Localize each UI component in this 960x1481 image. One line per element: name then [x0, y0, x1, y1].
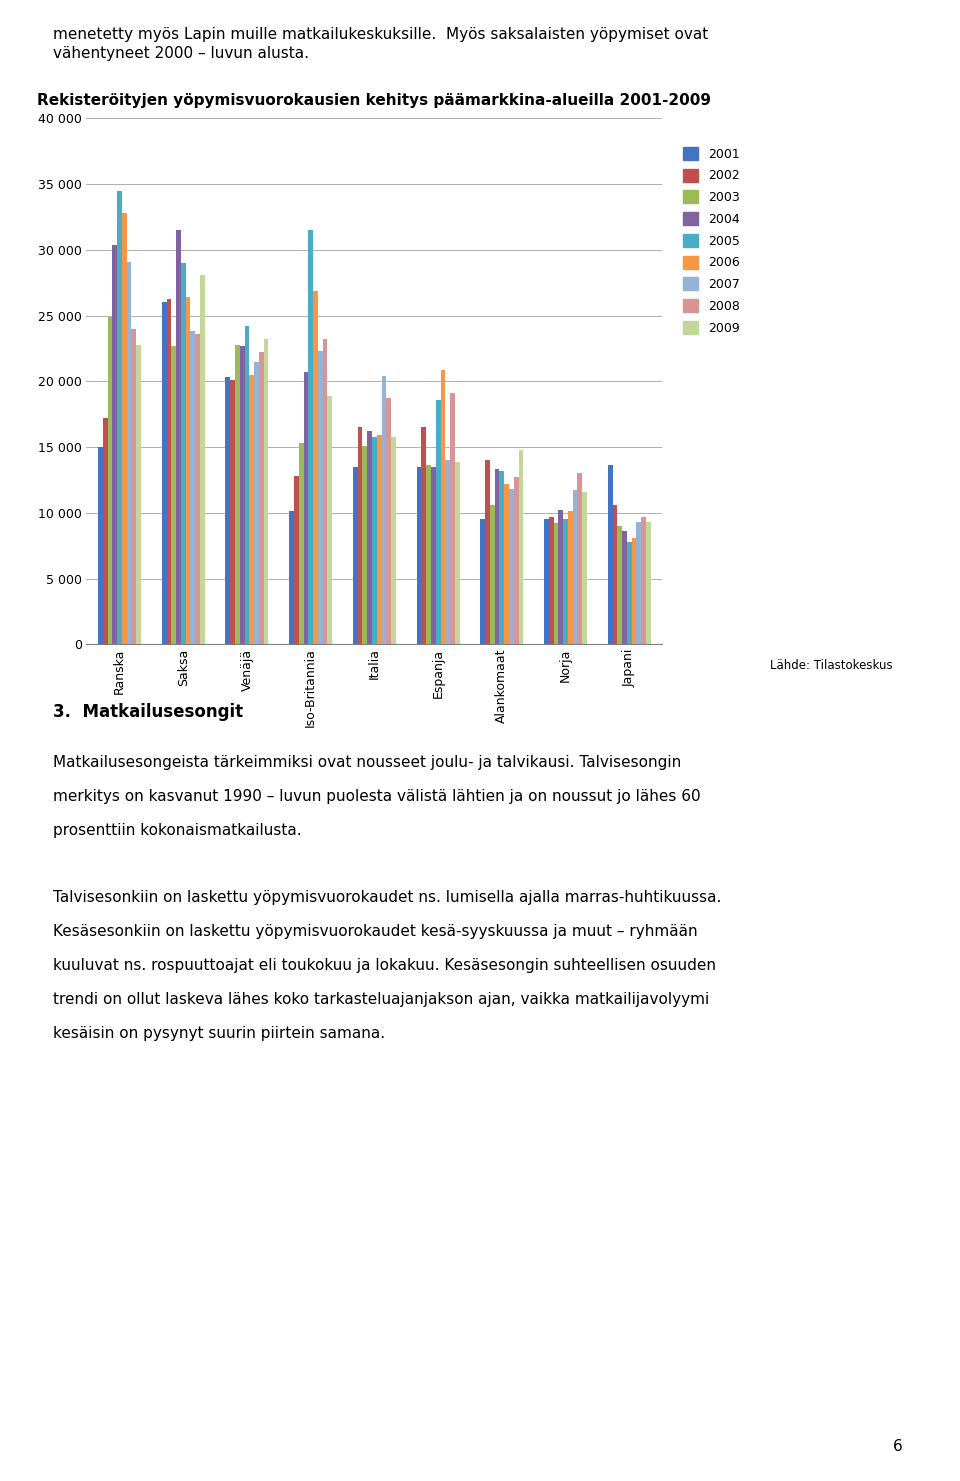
Bar — [122, 213, 127, 644]
Bar — [98, 447, 103, 644]
Bar — [544, 520, 549, 644]
Text: merkitys on kasvanut 1990 – luvun puolesta välistä lähtien ja on noussut jo lähe: merkitys on kasvanut 1990 – luvun puoles… — [53, 789, 701, 804]
Text: Lähde: Tilastokeskus: Lähde: Tilastokeskus — [770, 659, 893, 672]
Bar — [166, 299, 171, 644]
Bar — [245, 326, 250, 644]
Bar — [132, 329, 136, 644]
Bar — [573, 490, 578, 644]
Bar — [376, 435, 381, 644]
Bar — [622, 532, 627, 644]
Bar — [455, 462, 460, 644]
Bar — [549, 517, 554, 644]
Text: trendi on ollut laskeva lähes koko tarkasteluajanjakson ajan, vaikka matkailijav: trendi on ollut laskeva lähes koko tarka… — [53, 992, 709, 1007]
Bar — [289, 511, 294, 644]
Bar — [499, 471, 504, 644]
Bar — [136, 345, 141, 644]
Bar — [485, 461, 490, 644]
Bar — [386, 398, 391, 644]
Bar — [372, 437, 376, 644]
Bar — [627, 542, 632, 644]
Bar — [436, 400, 441, 644]
Bar — [240, 347, 245, 644]
Text: 3.  Matkailusesongit: 3. Matkailusesongit — [53, 703, 243, 721]
Legend: 2001, 2002, 2003, 2004, 2005, 2006, 2007, 2008, 2009: 2001, 2002, 2003, 2004, 2005, 2006, 2007… — [684, 147, 740, 335]
Bar — [117, 191, 122, 644]
Bar — [323, 339, 327, 644]
Bar — [391, 437, 396, 644]
Bar — [358, 428, 363, 644]
Bar — [490, 505, 494, 644]
Bar — [327, 395, 332, 644]
Bar — [353, 467, 358, 644]
Text: Matkailusesongeista tärkeimmiksi ovat nousseet joulu- ja talvikausi. Talvisesong: Matkailusesongeista tärkeimmiksi ovat no… — [53, 755, 681, 770]
Bar — [308, 230, 313, 644]
Bar — [318, 351, 323, 644]
Bar — [632, 538, 636, 644]
Bar — [112, 244, 117, 644]
Text: kesäisin on pysynyt suurin piirtein samana.: kesäisin on pysynyt suurin piirtein sama… — [53, 1026, 385, 1041]
Bar — [641, 517, 646, 644]
Bar — [518, 450, 523, 644]
Bar — [568, 511, 573, 644]
Bar — [578, 474, 583, 644]
Bar — [368, 431, 372, 644]
Bar — [608, 465, 612, 644]
Text: Talvisesonkiin on laskettu yöpymisvuorokaudet ns. lumisella ajalla marras-huhtik: Talvisesonkiin on laskettu yöpymisvuorok… — [53, 890, 721, 905]
Bar — [127, 262, 132, 644]
Bar — [363, 446, 368, 644]
Bar — [180, 264, 185, 644]
Bar — [299, 443, 303, 644]
Bar — [313, 290, 318, 644]
Bar — [417, 467, 421, 644]
Bar — [254, 361, 259, 644]
Text: vähentyneet 2000 – luvun alusta.: vähentyneet 2000 – luvun alusta. — [53, 46, 309, 61]
Bar — [480, 520, 485, 644]
Bar — [421, 428, 426, 644]
Bar — [494, 469, 499, 644]
Bar — [504, 484, 509, 644]
Bar — [554, 523, 559, 644]
Bar — [636, 521, 641, 644]
Bar — [381, 376, 386, 644]
Bar — [294, 475, 299, 644]
Bar — [617, 526, 622, 644]
Bar — [431, 467, 436, 644]
Bar — [259, 352, 264, 644]
Bar — [190, 332, 195, 644]
Text: Kesäsesonkiin on laskettu yöpymisvuorokaudet kesä-syyskuussa ja muut – ryhmään: Kesäsesonkiin on laskettu yöpymisvuoroka… — [53, 924, 697, 939]
Bar — [264, 339, 269, 644]
Bar — [559, 509, 564, 644]
Bar — [195, 335, 200, 644]
Bar — [612, 505, 617, 644]
Bar — [514, 477, 518, 644]
Text: 6: 6 — [893, 1440, 902, 1454]
Bar — [303, 372, 308, 644]
Text: prosenttiin kokonaismatkailusta.: prosenttiin kokonaismatkailusta. — [53, 823, 301, 838]
Bar — [200, 275, 204, 644]
Text: menetetty myös Lapin muille matkailukeskuksille.  Myös saksalaisten yöpymiset ov: menetetty myös Lapin muille matkailukesk… — [53, 27, 708, 41]
Bar — [176, 230, 180, 644]
Bar — [108, 317, 112, 644]
Bar — [426, 465, 431, 644]
Text: kuuluvat ns. rospuuttoajat eli toukokuu ja lokakuu. Kesäsesongin suhteellisen os: kuuluvat ns. rospuuttoajat eli toukokuu … — [53, 958, 716, 973]
Bar — [171, 347, 176, 644]
Bar — [235, 345, 240, 644]
Bar — [161, 302, 166, 644]
Bar — [226, 378, 230, 644]
Bar — [583, 492, 588, 644]
Bar — [509, 489, 514, 644]
Bar — [646, 521, 651, 644]
Bar — [185, 298, 190, 644]
Bar — [441, 370, 445, 644]
Bar — [250, 375, 254, 644]
Bar — [230, 381, 235, 644]
Bar — [445, 461, 450, 644]
Bar — [564, 520, 568, 644]
Bar — [450, 392, 455, 644]
Title: Rekisteröityjen yöpymisvuorokausien kehitys päämarkkina-alueilla 2001-2009: Rekisteröityjen yöpymisvuorokausien kehi… — [37, 93, 711, 108]
Bar — [103, 418, 108, 644]
